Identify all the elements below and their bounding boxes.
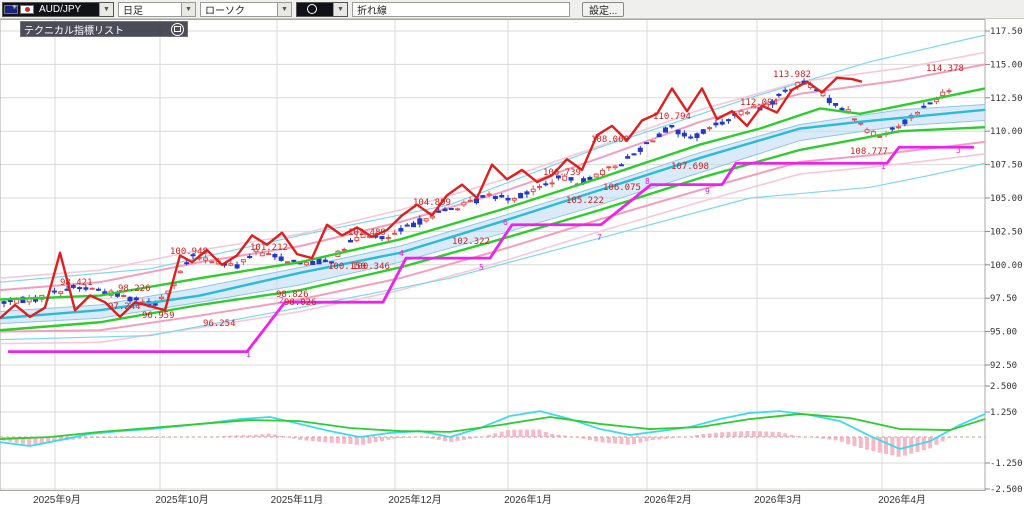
svg-text:115.00: 115.00: [990, 60, 1023, 70]
svg-text:101.212: 101.212: [250, 243, 288, 253]
chevron-down-icon[interactable]: ▼: [99, 2, 113, 16]
svg-text:5: 5: [479, 263, 484, 272]
minimize-icon[interactable]: [171, 22, 184, 36]
svg-text:105.222: 105.222: [566, 196, 604, 206]
svg-text:1: 1: [881, 162, 886, 171]
chart-style-label: ローソク: [205, 5, 245, 17]
svg-text:95.00: 95.00: [990, 328, 1017, 338]
svg-text:100.00: 100.00: [990, 261, 1023, 271]
svg-text:1.250: 1.250: [990, 408, 1017, 418]
price-chart-svg[interactable]: 117.50 115.00 112.50 110.00 107.50 105.00 102.…: [0, 19, 1024, 510]
svg-text:2: 2: [279, 296, 284, 305]
svg-text:96.959: 96.959: [142, 311, 175, 321]
svg-text:98.421: 98.421: [60, 278, 93, 288]
chart-style-select[interactable]: ローソク ▼: [200, 1, 292, 17]
chart-area[interactable]: 117.50 115.00 112.50 110.00 107.50 105.00 102.…: [0, 19, 1024, 515]
svg-text:2025年9月: 2025年9月: [33, 493, 81, 506]
svg-text:-2.500: -2.500: [990, 485, 1023, 495]
technical-indicator-panel[interactable]: テクニカル指標リスト: [20, 21, 188, 37]
svg-text:105.00: 105.00: [990, 194, 1023, 204]
svg-text:3: 3: [956, 146, 961, 155]
svg-text:108.777: 108.777: [850, 147, 888, 157]
svg-text:112.50: 112.50: [990, 94, 1023, 104]
svg-text:106.739: 106.739: [543, 168, 581, 178]
settings-button[interactable]: 設定...: [582, 1, 625, 17]
svg-text:98.226: 98.226: [118, 284, 151, 294]
svg-text:4: 4: [399, 249, 404, 258]
technical-indicator-panel-title: テクニカル指標リスト: [24, 25, 124, 37]
svg-text:100.346: 100.346: [352, 262, 390, 272]
svg-text:1: 1: [246, 350, 251, 359]
symbol-label: AUD/JPY: [39, 3, 82, 15]
chevron-down-icon[interactable]: ▼: [277, 2, 291, 16]
svg-text:7: 7: [597, 233, 602, 242]
chevron-down-icon[interactable]: ▼: [333, 2, 347, 16]
svg-text:-1.250: -1.250: [990, 459, 1023, 469]
svg-text:100.150: 100.150: [328, 262, 366, 272]
svg-text:96.254: 96.254: [203, 319, 236, 329]
svg-text:92.50: 92.50: [990, 361, 1017, 371]
svg-text:100.948: 100.948: [170, 247, 208, 257]
svg-text:108.060: 108.060: [591, 135, 629, 145]
toolbar: AUD/JPY ▼ 日足 ▼ ローソク ▼ ▼ 折れ線 設定...: [0, 0, 1024, 19]
overlay-color-select[interactable]: ▼: [296, 1, 348, 17]
svg-text:102.322: 102.322: [452, 237, 490, 247]
svg-text:106.075: 106.075: [603, 183, 641, 193]
svg-text:98.826: 98.826: [276, 290, 309, 300]
svg-text:107.50: 107.50: [990, 161, 1023, 171]
svg-text:102.489: 102.489: [348, 228, 386, 238]
svg-text:117.50: 117.50: [990, 27, 1023, 37]
circle-marker-icon: [307, 4, 317, 14]
timeframe-label: 日足: [123, 5, 143, 17]
svg-text:6: 6: [503, 218, 508, 227]
svg-text:102.50: 102.50: [990, 227, 1023, 237]
svg-text:2026年4月: 2026年4月: [878, 493, 926, 506]
svg-text:97.50: 97.50: [990, 294, 1017, 304]
svg-text:98.026: 98.026: [284, 298, 317, 308]
svg-text:2026年1月: 2026年1月: [504, 493, 552, 506]
overlay-type-value: 折れ線: [357, 5, 387, 17]
japan-flag-icon: [20, 4, 34, 14]
svg-text:104.899: 104.899: [413, 198, 451, 208]
svg-text:2025年12月: 2025年12月: [388, 493, 441, 506]
svg-text:107.698: 107.698: [671, 162, 709, 172]
overlay-type-input[interactable]: 折れ線: [352, 1, 570, 17]
settings-button-label: 設定...: [589, 5, 618, 17]
australia-flag-icon: [4, 4, 18, 14]
chevron-down-icon[interactable]: ▼: [181, 2, 195, 16]
svg-text:97.244: 97.244: [108, 302, 141, 312]
svg-text:9: 9: [705, 187, 710, 196]
timeframe-select[interactable]: 日足 ▼: [118, 1, 196, 17]
svg-text:2026年3月: 2026年3月: [754, 493, 802, 506]
svg-text:112.094: 112.094: [740, 98, 778, 108]
svg-text:114.378: 114.378: [926, 64, 964, 74]
svg-text:110.794: 110.794: [653, 112, 691, 122]
svg-text:2.500: 2.500: [990, 382, 1017, 392]
svg-text:113.982: 113.982: [773, 70, 811, 80]
svg-text:2025年10月: 2025年10月: [155, 493, 208, 506]
svg-text:2025年11月: 2025年11月: [271, 493, 324, 506]
symbol-select[interactable]: AUD/JPY ▼: [2, 1, 114, 17]
svg-text:110.00: 110.00: [990, 127, 1023, 137]
svg-text:2026年2月: 2026年2月: [644, 493, 692, 506]
svg-text:8: 8: [645, 177, 650, 186]
